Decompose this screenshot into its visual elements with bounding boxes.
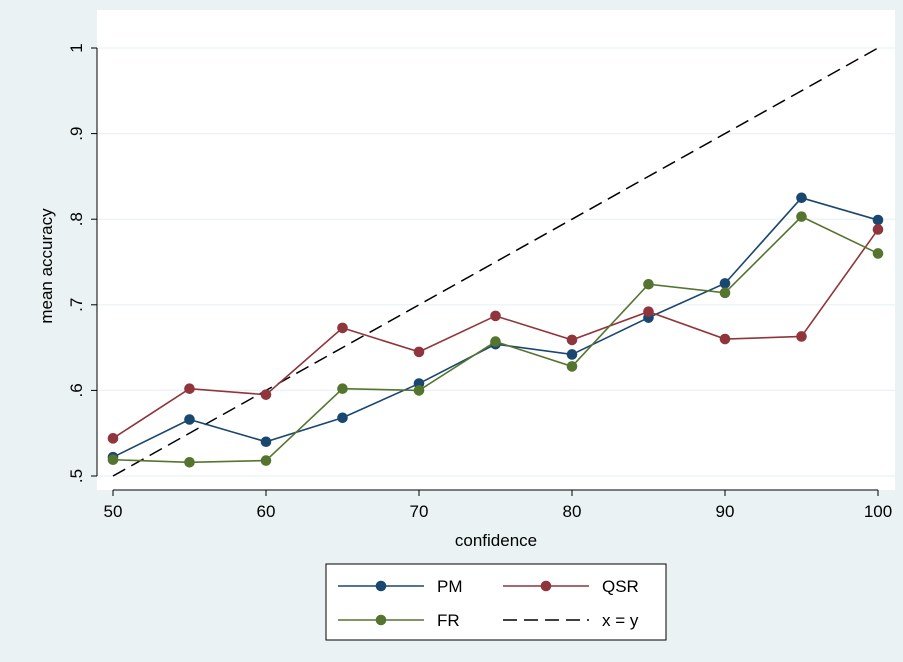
marker-qsr xyxy=(643,306,654,317)
y-axis-ticks: .5 .6 .7 .8 .9 1 xyxy=(67,43,97,483)
y-axis-label: mean accuracy xyxy=(37,208,56,324)
marker-fr xyxy=(337,383,348,394)
x-axis-label: confidence xyxy=(455,531,537,550)
legend-label-qsr: QSR xyxy=(602,577,639,596)
legend-label-x-y: x = y xyxy=(602,611,639,630)
legend-label-fr: FR xyxy=(437,611,460,630)
marker-pm xyxy=(260,436,272,448)
marker-qsr xyxy=(566,334,578,346)
x-axis-ticks: 50 60 70 80 90 100 xyxy=(104,490,892,521)
legend-marker-qsr xyxy=(540,580,552,592)
marker-qsr xyxy=(872,224,884,235)
marker-qsr xyxy=(719,333,731,345)
marker-fr xyxy=(184,457,195,468)
y-tick-label: .8 xyxy=(67,212,86,226)
marker-qsr xyxy=(413,346,425,358)
legend: PM QSR FR x = y xyxy=(325,563,667,641)
marker-fr xyxy=(490,336,501,347)
series-group xyxy=(107,192,884,468)
y-tick-label: .7 xyxy=(67,298,86,312)
marker-qsr xyxy=(260,389,272,400)
marker-qsr xyxy=(796,331,807,342)
marker-pm xyxy=(872,214,884,226)
marker-fr xyxy=(107,454,119,466)
marker-fr xyxy=(413,385,425,396)
marker-qsr xyxy=(107,433,119,444)
marker-fr xyxy=(796,211,807,222)
marker-qsr xyxy=(490,310,501,322)
x-tick-label: 70 xyxy=(410,502,429,521)
grid-lines xyxy=(97,47,895,477)
marker-fr xyxy=(872,248,884,259)
y-tick-label: .6 xyxy=(67,383,86,397)
marker-pm xyxy=(337,412,348,424)
y-tick-label: .9 xyxy=(67,127,86,141)
y-tick-label: .5 xyxy=(67,469,86,483)
marker-pm xyxy=(566,349,578,360)
marker-pm xyxy=(719,278,731,289)
legend-label-pm: PM xyxy=(437,577,463,596)
axes xyxy=(96,48,878,491)
y-tick-label: 1 xyxy=(67,43,86,52)
x-tick-label: 100 xyxy=(864,502,892,521)
legend-marker-pm xyxy=(375,580,387,592)
marker-qsr xyxy=(337,322,348,334)
marker-qsr xyxy=(184,383,195,394)
x-tick-label: 50 xyxy=(104,502,123,521)
marker-fr xyxy=(643,278,654,290)
marker-fr xyxy=(260,455,272,466)
marker-pm xyxy=(796,192,807,204)
marker-pm xyxy=(184,414,195,425)
x-tick-label: 80 xyxy=(563,502,582,521)
marker-fr xyxy=(566,361,578,372)
x-tick-label: 60 xyxy=(257,502,276,521)
legend-box xyxy=(325,563,667,641)
marker-fr xyxy=(719,287,731,299)
legend-marker-fr xyxy=(375,614,387,626)
x-tick-label: 90 xyxy=(716,502,735,521)
